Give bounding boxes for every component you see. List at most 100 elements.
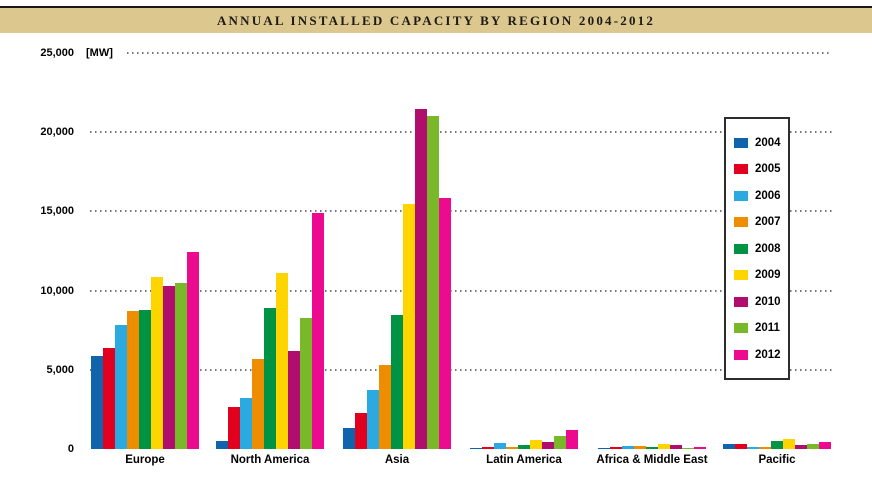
bar-2004-pacific [723,444,735,449]
bar-2009-africa-middle-east [658,444,670,449]
bar-2011-europe [175,283,187,449]
y-tick-label-0: 0 [67,443,74,455]
bar-2007-north-america [252,359,264,449]
legend-swatch-2011 [734,323,748,333]
gridline-20000 [90,131,832,134]
bar-2012-north-america [312,213,324,449]
bar-2011-africa-middle-east [682,448,694,449]
bar-2011-north-america [300,318,312,449]
legend-year-label: 2008 [755,242,781,255]
bar-2004-north-america [216,441,228,449]
bar-2009-europe [151,277,163,449]
bar-2007-asia [379,365,391,449]
bar-2008-asia [391,315,403,449]
legend-item-2007: 2007 [734,216,788,228]
bar-2006-asia [367,390,379,449]
category-label-asia: Asia [384,454,410,466]
y-axis-unit-label: [MW] [86,47,113,59]
category-label-north-america: North America [230,454,310,466]
bar-2010-latin-america [542,442,554,449]
gridline-10000 [90,289,832,292]
legend-item-2005: 2005 [734,163,788,175]
gridline-15000 [90,210,832,213]
legend-year-label: 2005 [755,163,781,175]
category-label-latin-america: Latin America [486,454,562,466]
legend-year-label: 2010 [755,295,781,308]
gridline-25000 [127,52,832,54]
top-rule [0,6,872,8]
gridline-5000 [90,368,832,371]
legend-item-2012: 2012 [734,349,788,361]
bar-2004-africa-middle-east [598,448,610,449]
bar-2010-north-america [288,351,300,449]
bar-2010-africa-middle-east [670,445,682,449]
bar-2012-pacific [819,442,831,449]
bar-2010-asia [415,109,427,449]
bar-2006-europe [115,325,127,449]
legend-year-label: 2004 [755,136,781,149]
bar-2005-africa-middle-east [610,447,622,449]
bar-2005-latin-america [482,447,494,449]
bar-2005-asia [355,413,367,449]
bar-group-africa-middle-east [598,53,706,449]
legend-year-label: 2007 [755,216,781,228]
bar-group-north-america [216,53,324,449]
legend-item-2011: 2011 [734,322,788,334]
bar-2004-latin-america [470,448,482,449]
bar-2010-europe [163,286,175,449]
legend: 2004 2005 2006 2007 2008 2009 2010 2011 2012 [724,117,790,380]
y-tick-label-20000: 20,000 [40,126,74,139]
bar-2009-pacific [783,439,795,449]
bar-2005-north-america [228,407,240,449]
y-tick-label-10000: 10,000 [40,284,74,297]
category-label-europe: Europe [125,454,165,466]
bar-group-pacific [723,53,831,449]
legend-item-2004: 2004 [734,137,788,149]
legend-swatch-2012 [734,349,748,360]
legend-swatch-2009 [734,270,748,280]
bar-2008-europe [139,310,151,449]
bar-2012-asia [439,198,451,449]
legend-item-2010: 2010 [734,296,788,308]
bar-2008-latin-america [518,445,530,449]
bar-2012-europe [187,252,199,449]
bar-group-latin-america [470,53,578,449]
bar-2010-pacific [795,445,807,449]
bar-2009-latin-america [530,440,542,449]
bar-2007-pacific [759,447,771,449]
bar-2006-latin-america [494,443,506,449]
bar-2007-europe [127,311,139,449]
bar-2009-asia [403,204,415,449]
bar-2011-latin-america [554,436,566,449]
legend-swatch-2006 [734,190,748,201]
bar-2008-north-america [264,308,276,449]
legend-swatch-2004 [734,137,748,148]
legend-swatch-2005 [734,164,748,174]
y-tick-label-5000: 5,000 [46,363,74,376]
bar-2009-north-america [276,273,288,449]
bar-2011-asia [427,116,439,449]
bar-2008-africa-middle-east [646,447,658,449]
legend-item-2006: 2006 [734,190,788,202]
bar-2007-africa-middle-east [634,446,646,449]
bar-2007-latin-america [506,447,518,449]
legend-item-2008: 2008 [734,243,788,255]
legend-year-label: 2011 [755,322,780,334]
bar-group-asia [343,53,451,449]
chart-title: ANNUAL INSTALLED CAPACITY BY REGION 2004… [216,12,656,28]
category-label-africa-middle-east: Africa & Middle East [596,454,708,466]
bar-2006-pacific [747,447,759,449]
chart-title-bar: ANNUAL INSTALLED CAPACITY BY REGION 2004… [0,8,872,33]
bar-2008-pacific [771,441,783,449]
legend-year-label: 2006 [755,189,781,202]
bar-group-europe [91,53,199,449]
bar-2004-asia [343,428,355,449]
legend-swatch-2010 [734,296,748,307]
legend-year-label: 2012 [755,348,781,361]
category-label-pacific: Pacific [758,454,796,466]
bar-2006-north-america [240,398,252,449]
y-tick-label-25000: 25,000 [40,47,74,59]
legend-year-label: 2009 [755,269,781,281]
bar-2011-pacific [807,444,819,449]
